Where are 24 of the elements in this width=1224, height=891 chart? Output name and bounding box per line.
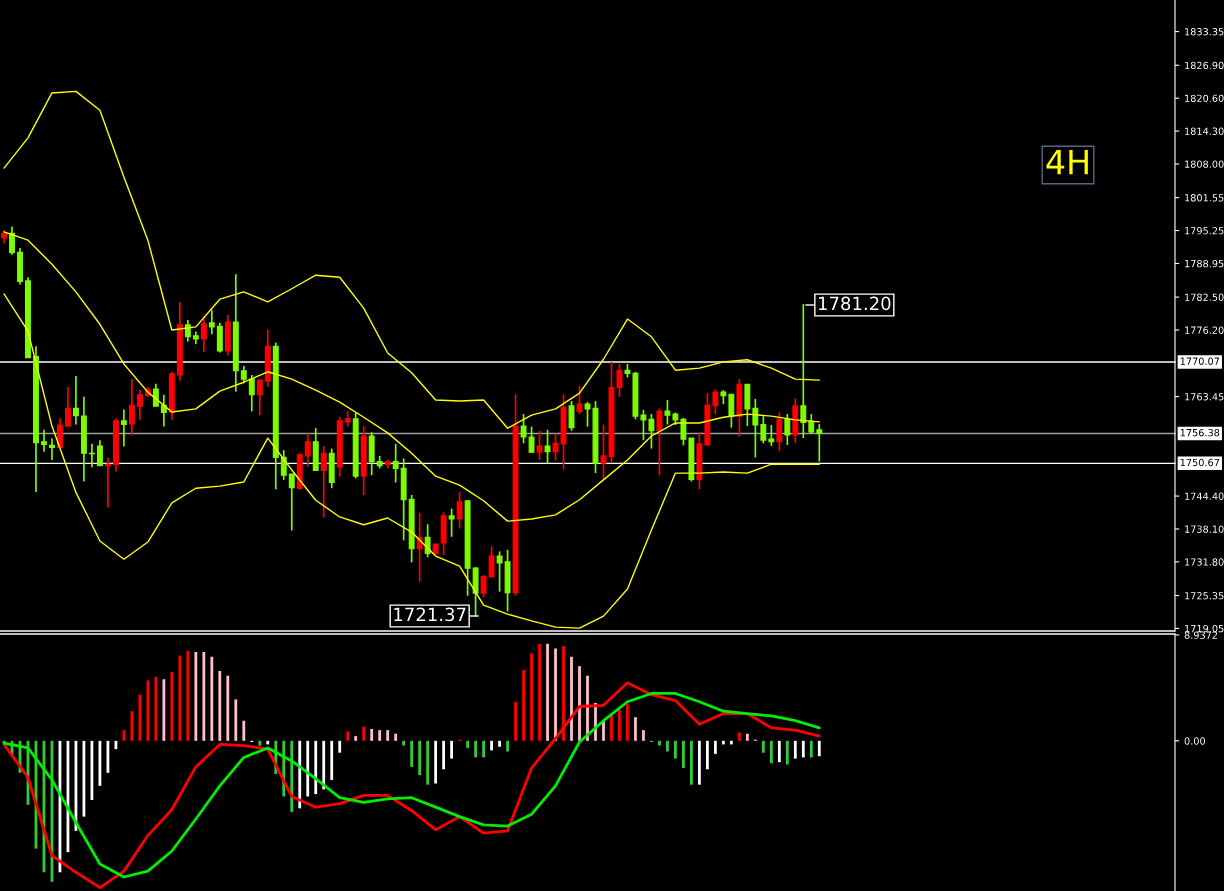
ref-line-label: 1750.67 bbox=[1180, 458, 1220, 467]
ref-line-label: 1756.38 bbox=[1180, 428, 1220, 437]
y-tick-label: 1820.60 bbox=[1185, 94, 1224, 102]
y-tick-label: 1814.30 bbox=[1185, 127, 1224, 135]
y-tick-label: 1833.35 bbox=[1185, 28, 1224, 36]
y-tick-label: 1744.40 bbox=[1185, 492, 1224, 500]
ref-line-label: 1770.07 bbox=[1180, 357, 1220, 365]
y-tick-label: 1808.00 bbox=[1185, 160, 1224, 168]
y-tick-label: 1788.95 bbox=[1185, 259, 1224, 268]
y-tick-label: 0.00 bbox=[1184, 737, 1206, 745]
y-tick-label: 1738.10 bbox=[1185, 525, 1224, 533]
y-tick-label: 1763.45 bbox=[1185, 393, 1224, 401]
annotation: 4H bbox=[1046, 149, 1088, 175]
y-tick-label: 8.9372 bbox=[1184, 631, 1218, 639]
y-tick-label: 1795.25 bbox=[1185, 227, 1224, 235]
y-tick-label: 1719.05 bbox=[1185, 624, 1224, 633]
y-tick-label: 1782.50 bbox=[1185, 293, 1224, 301]
y-tick-label: 1731.80 bbox=[1185, 558, 1224, 566]
annotation: 1721.37 bbox=[394, 607, 466, 622]
y-tick-label: 1801.55 bbox=[1185, 194, 1224, 202]
y-tick-label: 1725.35 bbox=[1185, 592, 1224, 600]
annotation: 1781.20 bbox=[818, 296, 891, 311]
y-tick-label: 1776.20 bbox=[1185, 326, 1224, 334]
y-tick-label: 1826.90 bbox=[1185, 61, 1224, 70]
